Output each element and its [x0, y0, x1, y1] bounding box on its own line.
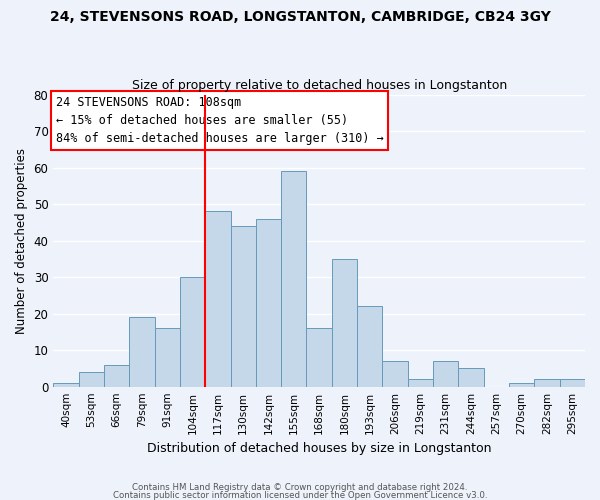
- Bar: [129, 318, 155, 386]
- Bar: [560, 380, 585, 386]
- Title: Size of property relative to detached houses in Longstanton: Size of property relative to detached ho…: [131, 79, 507, 92]
- Text: 24 STEVENSONS ROAD: 108sqm
← 15% of detached houses are smaller (55)
84% of semi: 24 STEVENSONS ROAD: 108sqm ← 15% of deta…: [56, 96, 384, 145]
- Bar: [535, 380, 560, 386]
- Bar: [180, 277, 205, 386]
- X-axis label: Distribution of detached houses by size in Longstanton: Distribution of detached houses by size …: [147, 442, 491, 455]
- Text: Contains public sector information licensed under the Open Government Licence v3: Contains public sector information licen…: [113, 490, 487, 500]
- Bar: [281, 171, 307, 386]
- Bar: [307, 328, 332, 386]
- Bar: [79, 372, 104, 386]
- Bar: [256, 218, 281, 386]
- Text: 24, STEVENSONS ROAD, LONGSTANTON, CAMBRIDGE, CB24 3GY: 24, STEVENSONS ROAD, LONGSTANTON, CAMBRI…: [50, 10, 550, 24]
- Bar: [332, 259, 357, 386]
- Bar: [357, 306, 382, 386]
- Bar: [509, 383, 535, 386]
- Bar: [433, 361, 458, 386]
- Bar: [382, 361, 408, 386]
- Bar: [230, 226, 256, 386]
- Bar: [53, 383, 79, 386]
- Text: Contains HM Land Registry data © Crown copyright and database right 2024.: Contains HM Land Registry data © Crown c…: [132, 484, 468, 492]
- Y-axis label: Number of detached properties: Number of detached properties: [15, 148, 28, 334]
- Bar: [408, 380, 433, 386]
- Bar: [205, 212, 230, 386]
- Bar: [155, 328, 180, 386]
- Bar: [104, 365, 129, 386]
- Bar: [458, 368, 484, 386]
